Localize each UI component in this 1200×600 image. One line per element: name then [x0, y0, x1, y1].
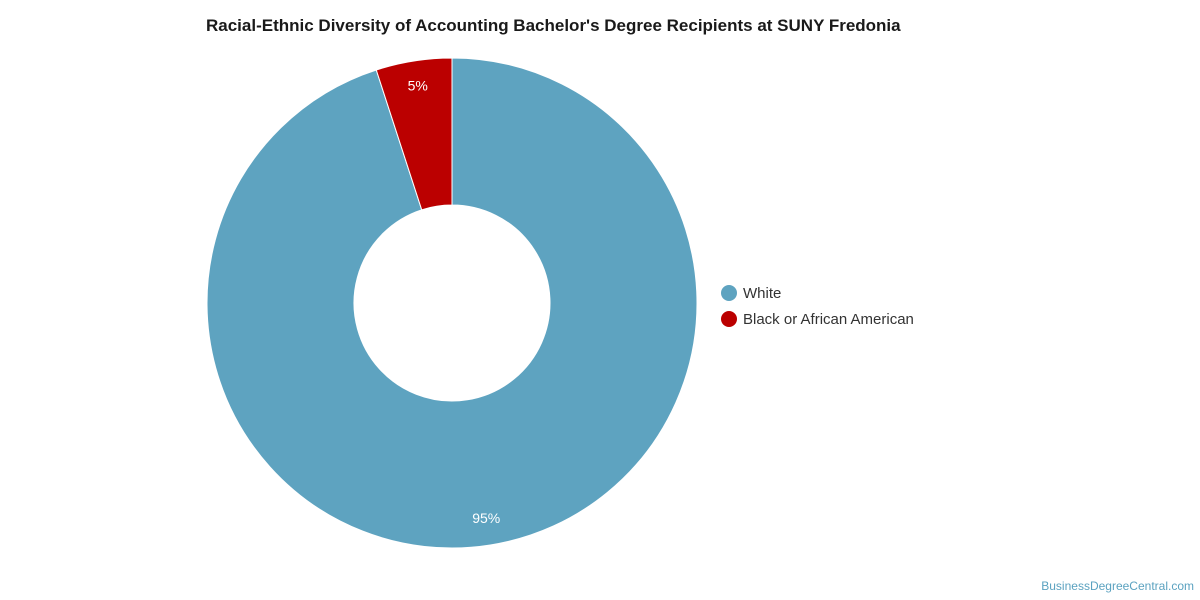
- legend-label-black-or-african-american: Black or African American: [743, 310, 914, 328]
- slice-black-or-african-american[interactable]: [375, 57, 453, 211]
- data-label-black-or-african-american: 5%: [408, 77, 428, 93]
- legend-swatch-black-or-african-american: [721, 311, 737, 327]
- legend-label-white: White: [743, 284, 782, 302]
- source-link[interactable]: BusinessDegreeCentral.com: [1041, 579, 1194, 593]
- data-label-white: 95%: [472, 510, 500, 526]
- chart-title: Racial-Ethnic Diversity of Accounting Ba…: [206, 16, 901, 35]
- legend-item-black-or-african-american[interactable]: Black or African American: [721, 306, 914, 332]
- legend: White Black or African American: [721, 280, 914, 332]
- legend-item-white[interactable]: White: [721, 280, 914, 306]
- legend-swatch-white: [721, 285, 737, 301]
- slice-white[interactable]: [206, 57, 698, 549]
